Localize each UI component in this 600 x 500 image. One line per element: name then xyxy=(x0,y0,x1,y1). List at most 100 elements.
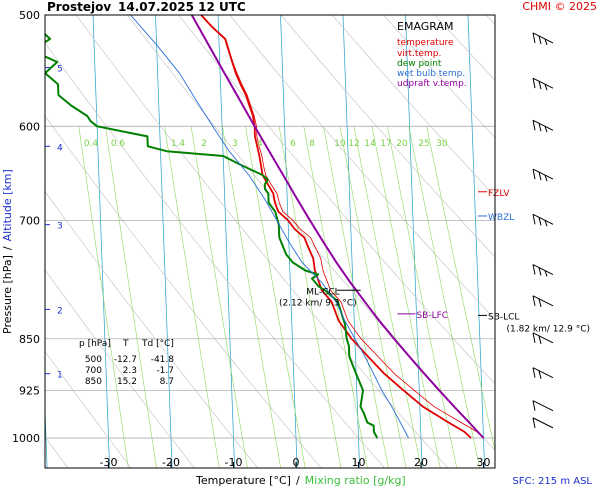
temperature-tick-label: 0 xyxy=(293,456,300,469)
dry-adiabat-line xyxy=(45,190,259,468)
temperature-tick-label: -10 xyxy=(225,456,243,469)
table-header-p: p [hPa] xyxy=(79,339,111,349)
altitude-tick-label: 1 xyxy=(57,371,63,381)
table-cell: 850 xyxy=(85,377,102,387)
mixing-ratio-label: 3 xyxy=(232,139,238,149)
mixing-ratio-line xyxy=(426,126,495,452)
table-header-td: Td [°C] xyxy=(141,339,174,349)
table-header-t: T xyxy=(122,339,129,349)
mixing-ratio-line xyxy=(78,126,129,468)
mixing-ratio-line xyxy=(387,126,458,468)
x-axis-label-2: Mixing ratio [g/kg] xyxy=(305,474,406,487)
legend-temperature: temperature xyxy=(397,38,454,48)
dry-adiabat-line xyxy=(280,15,495,258)
plot-frame xyxy=(44,14,496,469)
wind-barb xyxy=(532,332,554,344)
mixing-ratio-label: 8 xyxy=(309,139,315,149)
table-cell: 500 xyxy=(85,355,102,365)
pressure-tick-label: 925 xyxy=(19,384,40,397)
table-cell: -12.7 xyxy=(114,355,137,365)
mixing-ratio-line xyxy=(371,126,441,468)
mixing-ratio-label: 2 xyxy=(201,139,207,149)
mixing-ratio-line xyxy=(245,126,306,468)
mixing-ratio-label: 12 xyxy=(348,139,359,149)
mixing-ratio-line xyxy=(278,126,342,468)
level-marker-note: (1.82 km/ 12.9 °C) xyxy=(507,324,590,334)
temperature-line xyxy=(200,15,472,439)
isotherm-line xyxy=(217,15,235,468)
wind-barb xyxy=(532,264,554,277)
mixing-ratio-label: 4 xyxy=(257,139,263,149)
mixing-ratio-label: 6 xyxy=(290,139,296,149)
isotherm-line xyxy=(92,15,110,468)
dry-adiabat-line xyxy=(383,15,495,138)
mixing-ratio-label: 20 xyxy=(396,139,408,149)
mixing-ratio-label: 1.4 xyxy=(171,139,186,149)
mixing-ratio-label: 10 xyxy=(334,139,346,149)
pressure-tick-label: 1000 xyxy=(12,432,40,445)
table-cell: -1.7 xyxy=(156,366,174,376)
isotherm-line xyxy=(405,15,423,468)
pressure-tick-label: 850 xyxy=(19,333,40,346)
wind-barb xyxy=(532,32,554,46)
temperature-tick-label: -20 xyxy=(162,456,180,469)
dry-adiabat-line xyxy=(45,42,386,468)
dry-adiabat-line xyxy=(229,15,495,320)
footer-sfc: SFC: 215 m ASL xyxy=(512,476,592,487)
wind-barb xyxy=(532,295,554,307)
temperature-tick-label: -30 xyxy=(100,456,118,469)
temperature-tick-label: 30 xyxy=(477,456,491,469)
dry-adiabat-line xyxy=(45,269,195,468)
mixing-ratio-line xyxy=(164,126,220,468)
dew-point-line xyxy=(45,32,379,439)
legend-updraft: udpraft v.temp. xyxy=(397,79,467,89)
dry-adiabat-line xyxy=(45,351,132,468)
wind-barb xyxy=(532,119,554,133)
x-axis-label: Temperature [°C] xyxy=(195,474,291,487)
mixing-ratio-label: 0.4 xyxy=(84,139,99,149)
legend-title: EMAGRAM xyxy=(397,20,454,33)
station-name: Prostejov xyxy=(47,0,111,14)
x-axis-separator: / xyxy=(296,474,300,487)
table-cell: 15.2 xyxy=(117,377,137,387)
isotherm-line xyxy=(155,15,173,468)
dry-adiabat-line xyxy=(75,15,449,468)
y-axis-label-2: Altitude [km] xyxy=(1,169,14,241)
mixing-ratio-label: 30 xyxy=(436,139,448,149)
legend-wet-bulb: wet bulb temp. xyxy=(397,69,465,79)
mixing-ratio-label: 17 xyxy=(380,139,391,149)
table-cell: -41.8 xyxy=(151,355,175,365)
y-axis-separator: / xyxy=(1,246,14,250)
mixing-ratio-line xyxy=(105,126,157,468)
wet-bulb-line xyxy=(130,15,409,439)
wind-barb xyxy=(532,213,554,227)
y-axis-label: Pressure [hPa] xyxy=(1,255,14,334)
legend-dew-point: dew point xyxy=(397,59,442,69)
dry-adiabat-line xyxy=(331,15,495,197)
wind-barb xyxy=(532,367,554,379)
level-marker-label: SB-LCL xyxy=(488,312,519,322)
mixing-ratio-line xyxy=(190,126,248,468)
table-cell: 700 xyxy=(85,366,102,376)
mixing-ratio-line xyxy=(353,126,422,468)
table-cell: 8.7 xyxy=(160,377,174,387)
legend-virt-temp: virt.temp. xyxy=(397,49,441,59)
datetime: 14.07.2025 12 UTC xyxy=(118,0,246,14)
wind-barb xyxy=(532,417,554,429)
mixing-ratio-line xyxy=(408,126,481,468)
mixing-ratio-line xyxy=(222,126,281,468)
table-cell: 2.3 xyxy=(123,366,137,376)
level-marker-label: FZLV xyxy=(488,189,510,199)
altitude-tick-label: 5 xyxy=(57,65,63,75)
mixing-ratio-line xyxy=(339,126,407,468)
wind-barb xyxy=(532,77,554,91)
isotherm-line xyxy=(342,15,360,468)
level-marker-label: WBZL xyxy=(488,213,514,223)
altitude-tick-label: 2 xyxy=(57,306,63,316)
updraft-line xyxy=(190,15,485,439)
pressure-tick-label: 500 xyxy=(19,9,40,22)
isotherm-line xyxy=(467,15,485,468)
dry-adiabat-line xyxy=(45,115,322,468)
